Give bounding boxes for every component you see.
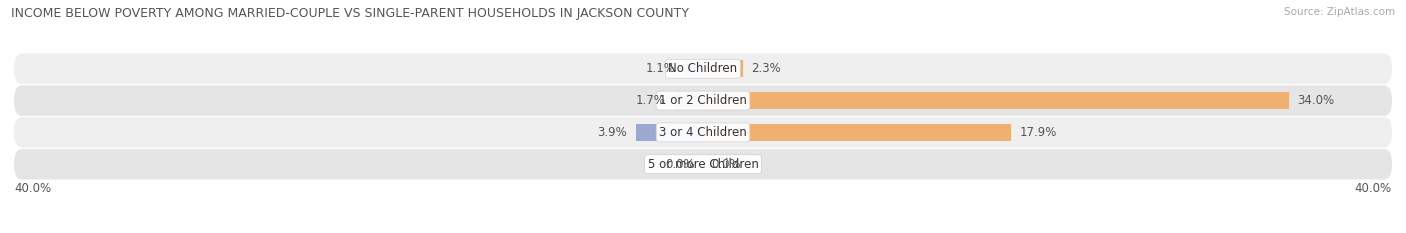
Text: 1 or 2 Children: 1 or 2 Children: [659, 94, 747, 107]
Bar: [636, 124, 703, 141]
Bar: [673, 92, 703, 109]
Text: 1.7%: 1.7%: [636, 94, 665, 107]
FancyBboxPatch shape: [14, 117, 1392, 148]
Text: 17.9%: 17.9%: [1019, 126, 1057, 139]
Text: 5 or more Children: 5 or more Children: [648, 158, 758, 171]
Text: 3.9%: 3.9%: [598, 126, 627, 139]
Text: 2.3%: 2.3%: [751, 62, 780, 75]
Text: 0.0%: 0.0%: [665, 158, 695, 171]
Text: 40.0%: 40.0%: [14, 182, 51, 195]
Bar: [703, 92, 1289, 109]
Text: 1.1%: 1.1%: [645, 62, 675, 75]
Bar: [685, 61, 703, 77]
Text: No Children: No Children: [668, 62, 738, 75]
FancyBboxPatch shape: [14, 149, 1392, 179]
Text: 3 or 4 Children: 3 or 4 Children: [659, 126, 747, 139]
Bar: [703, 61, 742, 77]
FancyBboxPatch shape: [14, 54, 1392, 84]
Text: 0.0%: 0.0%: [711, 158, 741, 171]
Text: Source: ZipAtlas.com: Source: ZipAtlas.com: [1284, 7, 1395, 17]
Text: 40.0%: 40.0%: [1355, 182, 1392, 195]
Text: 34.0%: 34.0%: [1298, 94, 1334, 107]
Bar: [703, 124, 1011, 141]
FancyBboxPatch shape: [14, 85, 1392, 116]
Text: INCOME BELOW POVERTY AMONG MARRIED-COUPLE VS SINGLE-PARENT HOUSEHOLDS IN JACKSON: INCOME BELOW POVERTY AMONG MARRIED-COUPL…: [11, 7, 689, 20]
